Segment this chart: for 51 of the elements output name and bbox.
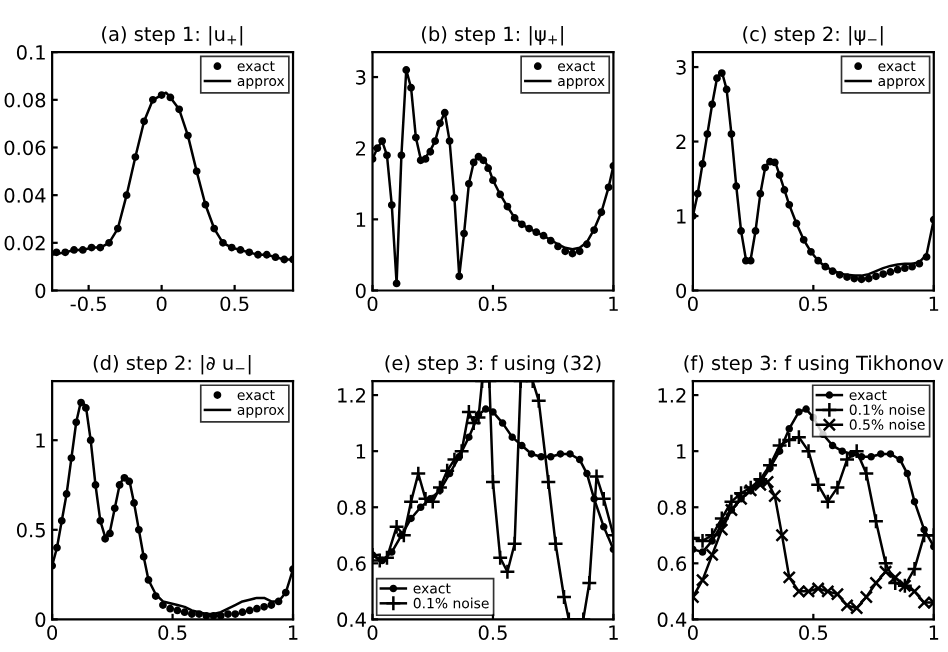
y-tick-label: 3 bbox=[356, 70, 366, 85]
x-tick-label: 0.5 bbox=[478, 296, 507, 312]
y-tick-label: 0.6 bbox=[337, 556, 366, 571]
x-tick-label: 0 bbox=[687, 625, 698, 641]
y-tick-label: 2 bbox=[676, 134, 686, 149]
x-tick-label: 0.5 bbox=[799, 625, 828, 641]
y-tick-label: 0 bbox=[35, 283, 46, 299]
x-tick-label: 0.5 bbox=[220, 296, 249, 312]
y-tick-label: 1 bbox=[36, 433, 45, 448]
y-tick-label: 0.4 bbox=[337, 612, 366, 628]
x-tick-label: 1 bbox=[929, 625, 939, 640]
y-tick-label: 0.04 bbox=[4, 188, 46, 203]
y-tick-label: 1.2 bbox=[338, 388, 366, 403]
chart-title: (a) step 1: |u$_{+}$| bbox=[102, 26, 243, 46]
y-tick-label: 0.5 bbox=[16, 522, 45, 538]
y-tick-label: 3 bbox=[676, 60, 686, 75]
y-tick-label: 0 bbox=[676, 283, 687, 299]
chart-title: (c) step 2: |ψ$_{−}$| bbox=[743, 26, 883, 46]
x-tick-label: -0.5 bbox=[70, 296, 106, 312]
y-tick-label: 0.06 bbox=[4, 140, 46, 156]
x-tick-label: 0.5 bbox=[158, 625, 187, 641]
y-tick-label: 0.08 bbox=[4, 92, 46, 108]
x-tick-label: 0 bbox=[156, 296, 167, 312]
y-tick-label: 0.1 bbox=[16, 45, 45, 60]
y-tick-label: 1 bbox=[677, 209, 686, 224]
y-tick-label: 1 bbox=[356, 212, 366, 227]
x-tick-label: 0 bbox=[47, 625, 58, 641]
y-tick-label: 1.2 bbox=[658, 388, 686, 403]
x-tick-label: 1 bbox=[609, 625, 618, 640]
y-tick-label: 0.02 bbox=[4, 235, 45, 251]
x-tick-label: 0.5 bbox=[478, 625, 507, 641]
chart-title: (b) step 1: |ψ$_{+}$| bbox=[422, 26, 563, 46]
x-tick-label: 1 bbox=[609, 296, 618, 311]
x-tick-label: 1 bbox=[288, 625, 298, 640]
y-tick-label: 2 bbox=[356, 141, 366, 156]
x-tick-label: 1 bbox=[929, 296, 939, 311]
y-tick-label: 0.8 bbox=[337, 500, 366, 515]
x-tick-label: 0 bbox=[687, 296, 698, 312]
chart-title: (d) step 2: |∂ u$_{−}$| bbox=[93, 354, 251, 375]
y-tick-label: 0 bbox=[35, 612, 46, 628]
x-tick-label: 0 bbox=[367, 296, 378, 312]
chart-title: (e) step 3: f using (32) bbox=[385, 355, 601, 374]
y-tick-label: 0 bbox=[355, 283, 366, 299]
y-tick-label: 0.4 bbox=[657, 612, 687, 628]
y-tick-label: 1 bbox=[677, 444, 686, 459]
y-tick-label: 0.8 bbox=[657, 500, 687, 515]
x-tick-label: 0.5 bbox=[799, 296, 828, 312]
x-tick-label: 0 bbox=[367, 625, 378, 641]
y-tick-label: 1 bbox=[356, 444, 366, 459]
y-tick-label: 0.6 bbox=[657, 556, 687, 571]
chart-title: (f) step 3: f using Tikhonov bbox=[684, 355, 944, 374]
